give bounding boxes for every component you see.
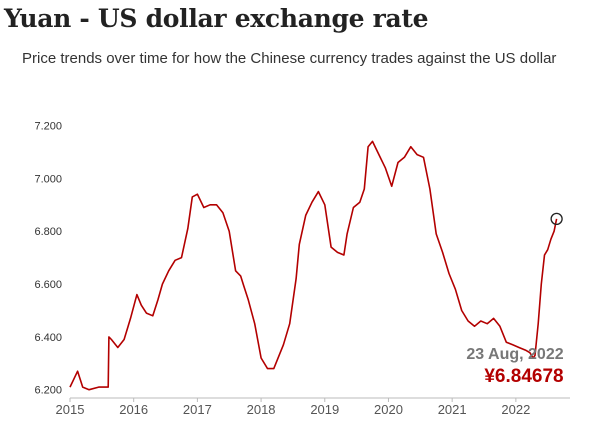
x-tick-label: 2017 [183,402,212,417]
chart-title: Yuan - US dollar exchange rate [4,4,429,33]
y-tick-label: 6.800 [34,226,62,238]
y-tick-label: 6.600 [34,279,62,291]
x-tick-label: 2022 [501,402,530,417]
y-axis: 6.200 6.400 6.600 6.800 7.000 7.200 [34,121,62,397]
x-tick-label: 2020 [374,402,403,417]
x-tick-label: 2018 [247,402,276,417]
chart-subtitle: Price trends over time for how the Chine… [22,50,557,67]
y-tick-label: 6.400 [34,332,62,344]
annotation-date: 23 Aug, 2022 [466,346,563,363]
x-tick-label: 2016 [119,402,148,417]
last-point-marker [550,212,563,226]
y-tick-label: 7.200 [34,121,62,133]
annotation-value: ¥6.84678 [484,366,563,387]
x-tick-label: 2019 [310,402,339,417]
series-line [69,140,558,391]
x-tick-label: 2015 [56,402,85,417]
x-tick-label: 2021 [438,402,467,417]
x-axis: 2015 2016 2017 2018 2019 2020 2021 2022 [56,398,530,417]
y-tick-label: 7.000 [34,173,62,185]
y-tick-label: 6.200 [34,385,62,397]
